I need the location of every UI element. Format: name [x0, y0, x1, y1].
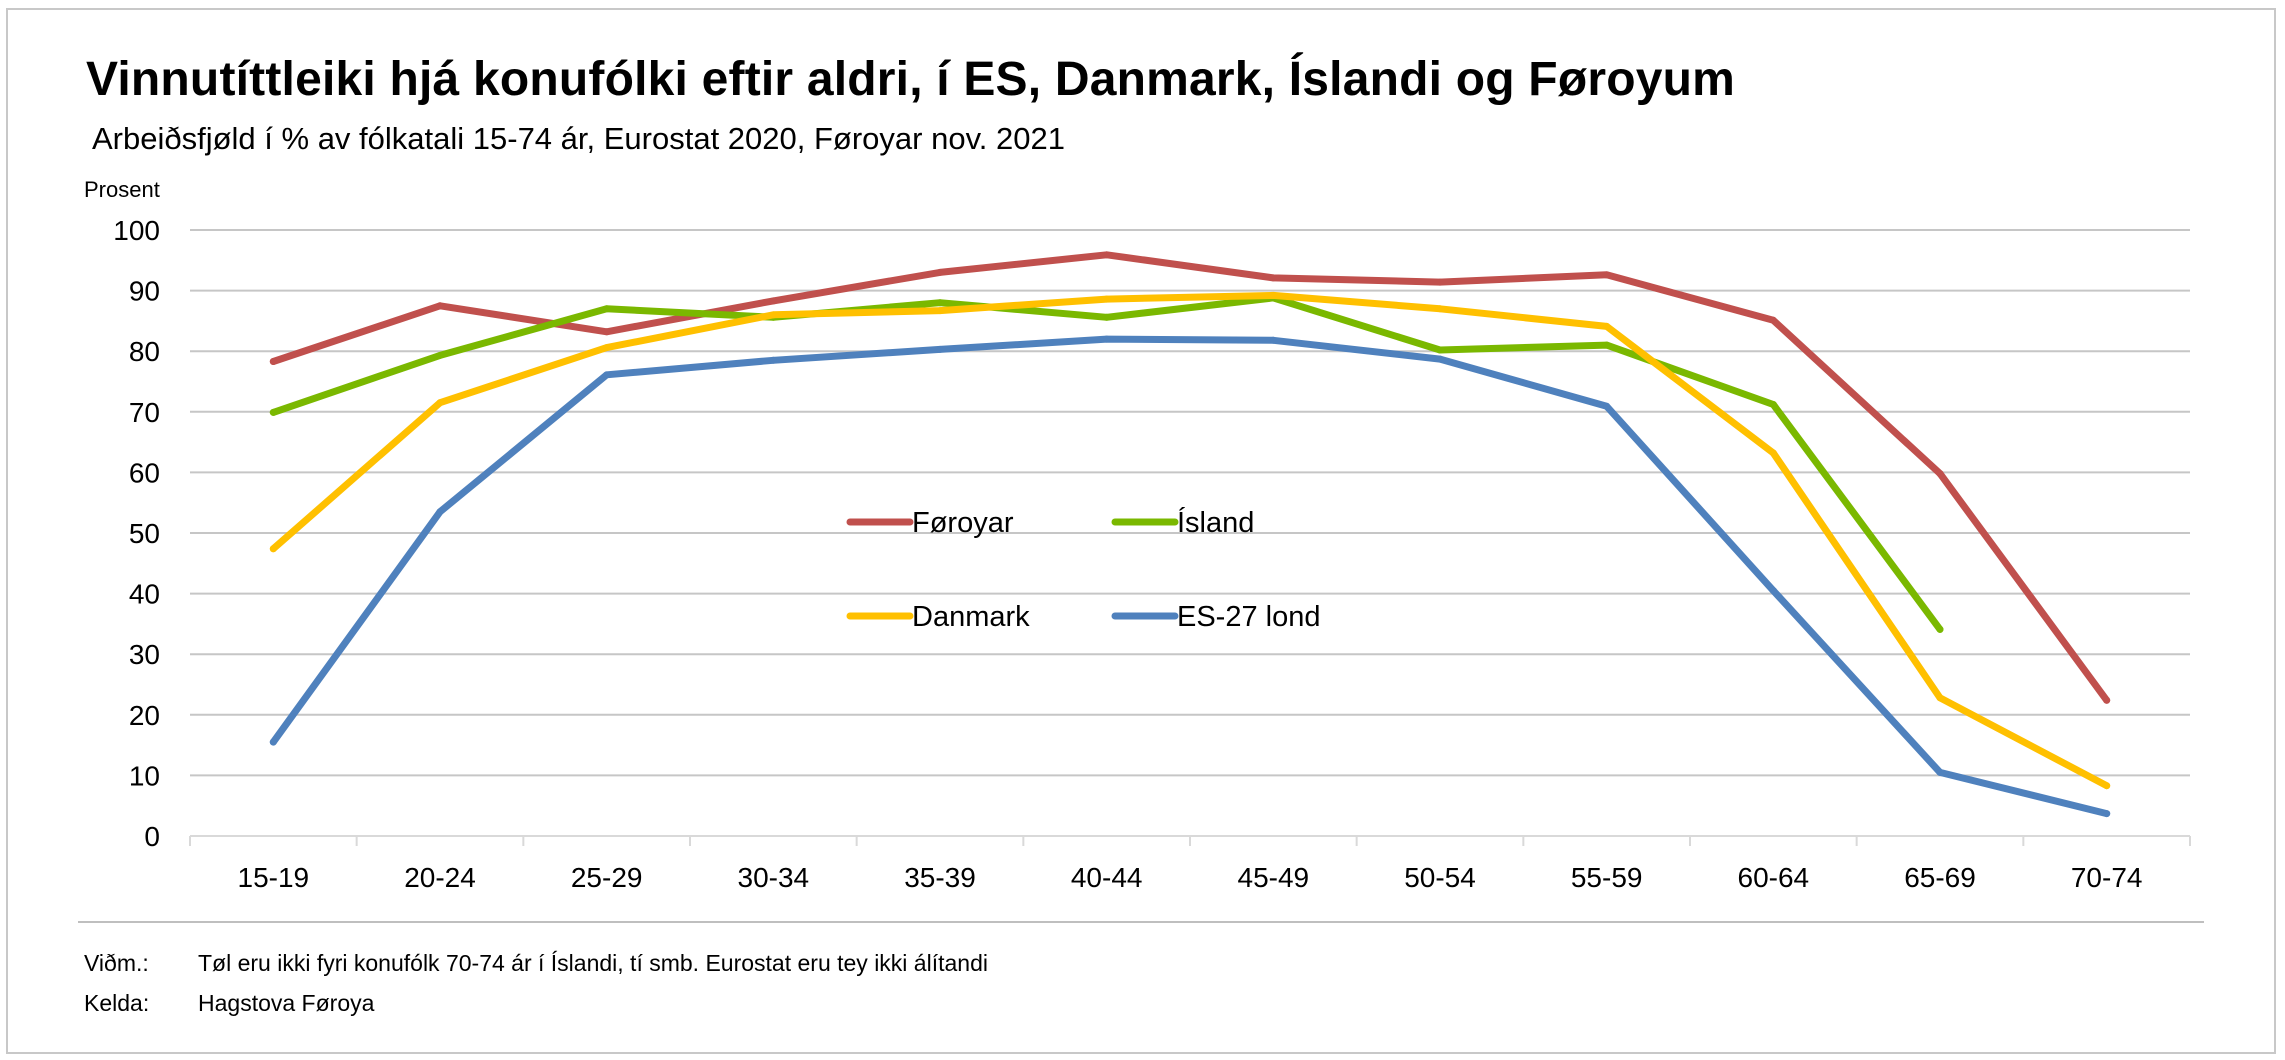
data-point-0 — [603, 328, 611, 336]
data-point-0 — [769, 297, 777, 305]
data-point-1 — [1436, 346, 1444, 354]
chart-frame — [6, 8, 2276, 1054]
data-point-0 — [936, 268, 944, 276]
y-tick-label: 10 — [129, 760, 160, 791]
note-text: Tøl eru ikki fyri konufólk 70-74 ár í Ís… — [198, 950, 988, 976]
y-tick-label: 20 — [129, 700, 160, 731]
x-tick-label: 35-39 — [904, 862, 976, 893]
data-point-3 — [1269, 336, 1277, 344]
data-point-3 — [2103, 810, 2111, 818]
x-tick-label: 45-49 — [1238, 862, 1310, 893]
data-point-2 — [1103, 295, 1111, 303]
y-tick-label: 90 — [129, 276, 160, 307]
data-point-3 — [436, 508, 444, 516]
y-tick-label: 100 — [113, 215, 160, 246]
line-chart: Prosent 0 10 20 30 40 50 60 70 80 90 100 15-19 20-24 2… — [84, 177, 2191, 893]
chart-title: Vinnutíttleiki hjá konufólki eftir aldri… — [86, 53, 1736, 106]
x-tick-label: 70-74 — [2071, 862, 2143, 893]
data-point-1 — [1603, 341, 1611, 349]
data-point-0 — [1269, 274, 1277, 282]
x-tick-label: 15-19 — [238, 862, 310, 893]
series-line-1 — [269, 294, 1944, 633]
legend-label-3: ES-27 lond — [1177, 601, 1321, 633]
legend-label-1: Ísland — [1177, 506, 1254, 539]
data-point-3 — [603, 371, 611, 379]
y-tick-label: 80 — [129, 336, 160, 367]
data-point-3 — [769, 356, 777, 364]
footer-divider — [78, 921, 2204, 923]
y-tick-label: 70 — [129, 397, 160, 428]
data-point-0 — [436, 302, 444, 310]
y-tick-label: 60 — [129, 457, 160, 488]
data-point-3 — [1103, 335, 1111, 343]
data-point-3 — [1603, 402, 1611, 410]
x-tick-label: 40-44 — [1071, 862, 1143, 893]
data-point-2 — [1436, 305, 1444, 313]
x-tick-label: 20-24 — [404, 862, 476, 893]
y-tick-label: 0 — [144, 821, 160, 852]
data-point-0 — [1769, 316, 1777, 324]
note-label: Viðm.: — [84, 950, 149, 976]
series-line-3 — [269, 335, 2111, 818]
data-point-0 — [269, 358, 277, 366]
x-tick-label: 50-54 — [1404, 862, 1476, 893]
data-point-3 — [1436, 355, 1444, 363]
y-tick-label: 40 — [129, 579, 160, 610]
x-tick-label: 60-64 — [1738, 862, 1810, 893]
data-point-0 — [1936, 470, 1944, 478]
data-point-1 — [436, 351, 444, 359]
x-tick-label: 65-69 — [1904, 862, 1976, 893]
data-point-1 — [269, 408, 277, 416]
data-point-1 — [936, 299, 944, 307]
source-label: Kelda: — [84, 990, 150, 1016]
data-point-1 — [1769, 401, 1777, 409]
data-point-2 — [1936, 694, 1944, 702]
data-point-3 — [936, 345, 944, 353]
data-point-0 — [1436, 278, 1444, 286]
data-point-2 — [936, 307, 944, 315]
y-axis-title: Prosent — [84, 177, 160, 202]
data-point-3 — [269, 738, 277, 746]
series-line-2 — [269, 291, 2111, 790]
data-point-0 — [1103, 251, 1111, 259]
data-point-2 — [603, 344, 611, 352]
data-point-2 — [2103, 782, 2111, 790]
data-point-2 — [1603, 322, 1611, 330]
x-tick-label: 55-59 — [1571, 862, 1643, 893]
data-point-2 — [1769, 449, 1777, 457]
y-tick-label: 30 — [129, 639, 160, 670]
data-point-1 — [1103, 313, 1111, 321]
data-point-2 — [269, 545, 277, 553]
data-point-0 — [1603, 271, 1611, 279]
data-point-1 — [1936, 625, 1944, 633]
data-point-0 — [2103, 696, 2111, 704]
data-point-1 — [603, 305, 611, 313]
series-line-0 — [269, 251, 2111, 704]
legend-label-0: Føroyar — [912, 507, 1014, 539]
legend-label-2: Danmark — [912, 601, 1030, 633]
data-point-3 — [1769, 587, 1777, 595]
data-point-2 — [1269, 291, 1277, 299]
data-point-2 — [436, 399, 444, 407]
y-tick-label: 50 — [129, 518, 160, 549]
x-tick-label: 25-29 — [571, 862, 643, 893]
data-point-3 — [1936, 768, 1944, 776]
x-tick-label: 30-34 — [738, 862, 810, 893]
source-text: Hagstova Føroya — [198, 990, 375, 1016]
data-point-2 — [769, 311, 777, 319]
chart-subtitle: Arbeiðsfjøld í % av fólkatali 15-74 ár, … — [92, 121, 1065, 156]
